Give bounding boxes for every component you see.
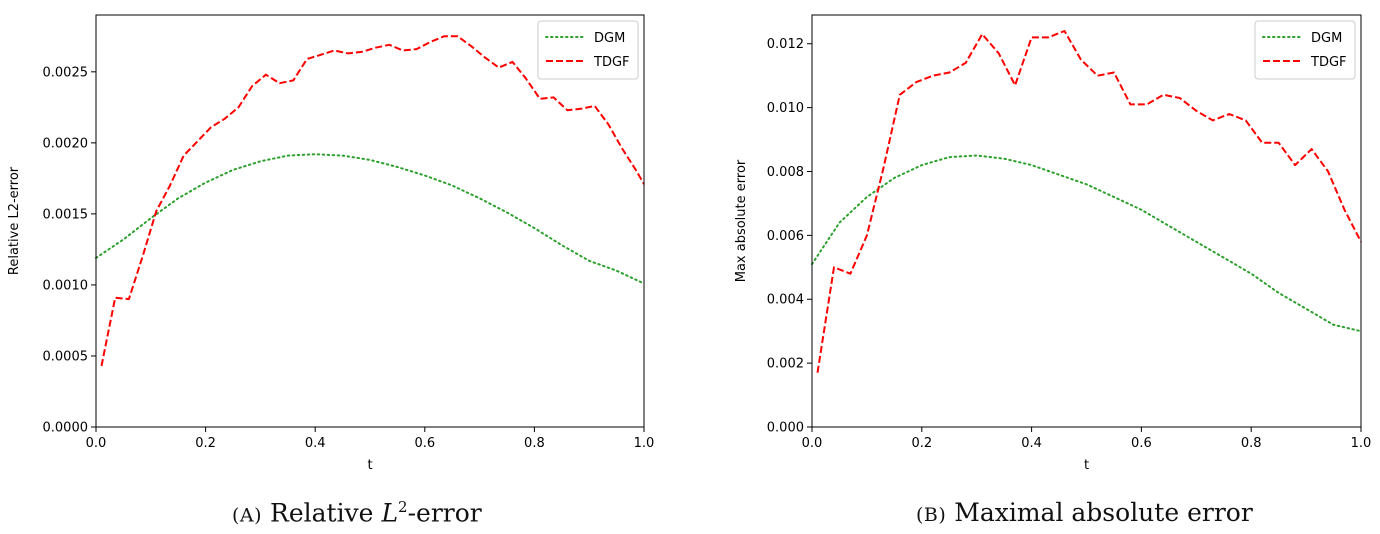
legend-label-dgm: DGM (1311, 31, 1342, 46)
caption-b-text: Maximal absolute error (954, 498, 1253, 527)
x-tick-label: 0.8 (524, 436, 545, 451)
series-dgm-line (811, 154, 1362, 333)
caption-a-suffix: -error (407, 498, 482, 528)
y-axis-label: Relative L2-error (7, 166, 22, 275)
x-tick-label: 0.0 (802, 436, 823, 451)
legend-label-tdgf: TDGF (1310, 55, 1347, 70)
y-tick-label: 0.000 (767, 421, 804, 436)
chart-1: 0.0 0.2 0.4 0.6 0.8 1.0 0.0000 0.0005 0.0010 0.00… (7, 14, 655, 473)
x-tick-label: 1.0 (634, 436, 655, 451)
x-tick-label: 0.2 (911, 436, 932, 451)
x-tick-label: 1.0 (1351, 436, 1372, 451)
caption-a-sup: 2 (398, 498, 408, 516)
legend-label-tdgf: TDGF (593, 55, 630, 70)
caption-a-label: (A) (232, 504, 263, 527)
plot-frame (811, 14, 1362, 428)
legend-box (1254, 20, 1356, 80)
x-tick-label: 0.2 (195, 436, 216, 451)
x-axis-label: t (367, 458, 372, 473)
y-tick-label: 0.0010 (43, 278, 89, 293)
x-tick-label: 0.6 (1131, 436, 1152, 451)
x-tick-label: 0.8 (1241, 436, 1262, 451)
y-tick-label: 0.012 (767, 37, 804, 52)
caption-b: (B) Maximal absolute error (916, 498, 1253, 527)
x-tick-label: 0.4 (305, 436, 326, 451)
y-tick-label: 0.006 (767, 229, 804, 244)
caption-b-label: (B) (916, 504, 947, 526)
y-tick-label: 0.008 (767, 165, 804, 180)
x-tick-label: 0.0 (86, 436, 107, 451)
x-axis-label: t (1084, 458, 1089, 473)
y-tick-label: 0.0005 (43, 349, 89, 364)
figure: 0.0 0.2 0.4 0.6 0.8 1.00.00000.00050.00100.00… (7, 14, 1372, 473)
x-tick-label: 0.6 (414, 436, 435, 451)
y-axis-label: Max absolute error (734, 159, 749, 282)
x-tick-label: 0.4 (1021, 436, 1042, 451)
caption-a-text: Relative (270, 498, 382, 528)
caption-a: (A) Relative L2-error (232, 498, 482, 527)
series-tdgf-line (816, 30, 1362, 373)
y-tick-label: 0.004 (767, 293, 804, 308)
chart-2: 0.0 0.2 0.4 0.6 0.8 1.0 0.000 0.002 0.004 0.006 0.… (734, 14, 1372, 473)
series-tdgf-line (100, 35, 645, 367)
y-tick-label: 0.0020 (43, 136, 89, 151)
y-tick-label: 0.0000 (43, 421, 89, 436)
legend: DGM TDGF (537, 20, 639, 80)
caption-a-math: L (381, 498, 399, 528)
y-tick-label: 0.0015 (43, 207, 89, 222)
series-dgm-line (95, 153, 645, 285)
y-tick-label: 0.0025 (43, 65, 89, 80)
legend-box (537, 20, 639, 80)
y-tick-label: 0.002 (767, 357, 804, 372)
legend-label-dgm: DGM (594, 31, 625, 46)
plot-frame (95, 14, 645, 428)
y-tick-label: 0.010 (767, 101, 804, 116)
legend: DGM TDGF (1254, 20, 1356, 80)
